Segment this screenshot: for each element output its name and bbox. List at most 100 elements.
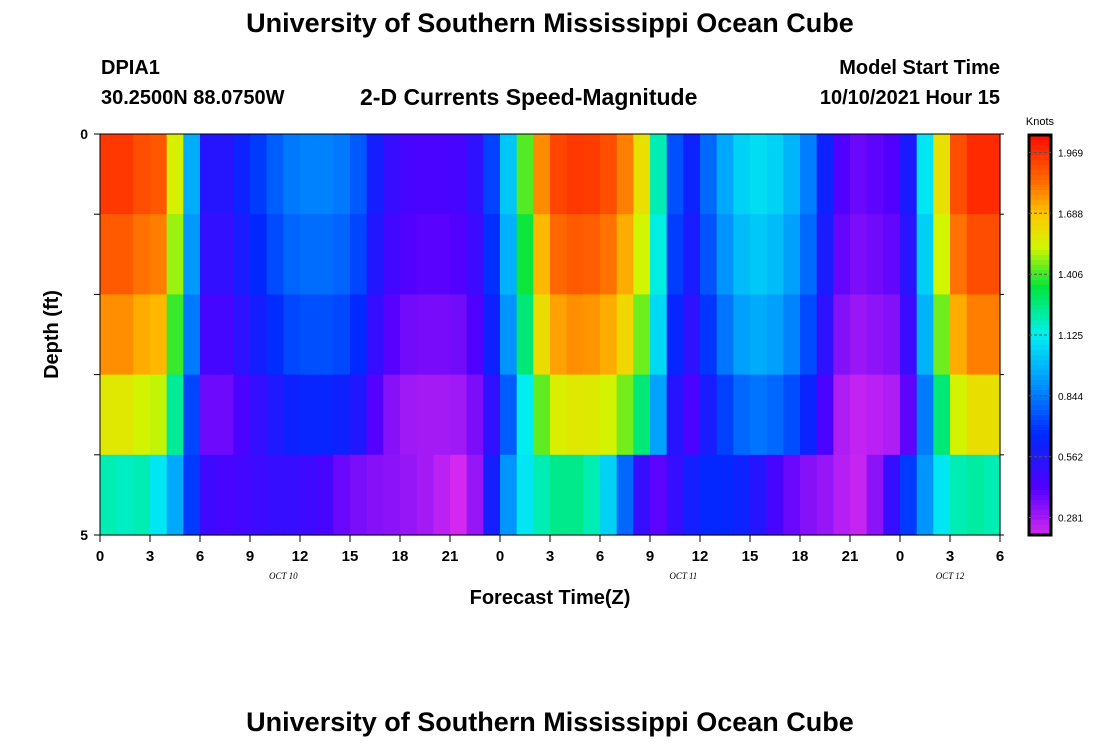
heatmap-cell xyxy=(550,134,568,215)
heatmap-cell xyxy=(883,294,901,376)
heatmap-cell xyxy=(916,294,934,376)
heatmap-cell xyxy=(466,134,484,215)
heatmap-cell xyxy=(150,134,168,215)
heatmap-cell xyxy=(733,214,751,295)
colorbar-segment xyxy=(1029,420,1051,426)
heatmap-cell xyxy=(483,374,501,456)
heatmap-cell xyxy=(416,214,434,295)
colorbar-segment xyxy=(1029,225,1051,231)
colorbar-segment xyxy=(1029,335,1051,341)
heatmap-cell xyxy=(116,134,134,215)
heatmap-cell xyxy=(850,374,868,456)
colorbar-segment xyxy=(1029,350,1051,356)
heatmap-cell xyxy=(916,374,934,456)
heatmap-cell xyxy=(216,214,234,295)
heatmap-cell xyxy=(283,134,301,215)
heatmap-cell xyxy=(483,214,501,295)
heatmap-cell xyxy=(300,374,318,456)
heatmap-cell xyxy=(550,294,568,376)
colorbar-segment xyxy=(1029,380,1051,386)
heatmap-cell xyxy=(716,454,734,536)
heatmap-cell xyxy=(383,214,401,295)
heatmap-cell xyxy=(266,294,284,376)
heatmap-cell xyxy=(250,134,268,215)
colorbar-segment xyxy=(1029,140,1051,146)
heatmap-cell xyxy=(200,374,218,456)
heatmap-cell xyxy=(950,454,968,536)
heatmap-cell xyxy=(500,454,518,536)
heatmap-cell xyxy=(750,374,768,456)
date-label: OCT 11 xyxy=(669,571,697,581)
heatmap-cell xyxy=(450,294,468,376)
colorbar-segment xyxy=(1029,230,1051,236)
heatmap-cell xyxy=(500,214,518,295)
heatmap-cell xyxy=(316,134,334,215)
heatmap-cell xyxy=(750,134,768,215)
heatmap-cell xyxy=(466,294,484,376)
heatmap-cell xyxy=(666,454,684,536)
colorbar-tick-label: 0.844 xyxy=(1058,392,1083,403)
heatmap-cell xyxy=(300,294,318,376)
heatmap-cell xyxy=(866,294,884,376)
heatmap-cell xyxy=(216,374,234,456)
heatmap-cell xyxy=(833,134,851,215)
heatmap-cell xyxy=(950,214,968,295)
heatmap-cell xyxy=(900,214,918,295)
heatmap-cell xyxy=(883,374,901,456)
heatmap-cell xyxy=(583,294,601,376)
colorbar-segment xyxy=(1029,330,1051,336)
colorbar-segment xyxy=(1029,295,1051,301)
heatmap-cell xyxy=(283,294,301,376)
heatmap-cell xyxy=(283,454,301,536)
colorbar-segment xyxy=(1029,355,1051,361)
heatmap-cell xyxy=(400,294,418,376)
heatmap-cell xyxy=(933,214,951,295)
heatmap-cell xyxy=(633,454,651,536)
colorbar-segment xyxy=(1029,315,1051,321)
heatmap-cell xyxy=(500,134,518,215)
colorbar-segment xyxy=(1029,185,1051,191)
heatmap-cell xyxy=(583,374,601,456)
y-axis-title: Depth (ft) xyxy=(41,290,63,379)
colorbar-segment xyxy=(1029,365,1051,371)
x-tick-label: 12 xyxy=(692,548,709,565)
heatmap-cell xyxy=(450,214,468,295)
heatmap-cell xyxy=(300,134,318,215)
heatmap-cell xyxy=(333,294,351,376)
colorbar-segment xyxy=(1029,145,1051,151)
x-tick-label: 15 xyxy=(742,548,759,565)
heatmap-cell xyxy=(366,294,384,376)
heatmap-cell xyxy=(733,454,751,536)
heatmap-cell xyxy=(916,134,934,215)
y-tick-label: 5 xyxy=(80,527,88,543)
heatmap-cell xyxy=(116,214,134,295)
heatmap-cell xyxy=(333,374,351,456)
colorbar-segment xyxy=(1029,385,1051,391)
heatmap-cell xyxy=(516,134,534,215)
heatmap-cell xyxy=(750,294,768,376)
heatmap-cell xyxy=(766,454,784,536)
heatmap-cell xyxy=(516,294,534,376)
x-tick-label: 3 xyxy=(946,548,954,565)
colorbar-segment xyxy=(1029,480,1051,486)
heatmap-cell xyxy=(966,214,984,295)
colorbar-segment xyxy=(1029,405,1051,411)
colorbar-segment xyxy=(1029,370,1051,376)
colorbar-tick-label: 1.688 xyxy=(1058,209,1083,220)
heatmap-cell xyxy=(783,454,801,536)
colorbar-unit-label: Knots xyxy=(1026,116,1055,128)
heatmap-cell xyxy=(550,214,568,295)
heatmap-cell xyxy=(666,214,684,295)
colorbar-segment xyxy=(1029,160,1051,166)
heatmap-cell xyxy=(800,214,818,295)
x-tick-label: 9 xyxy=(646,548,654,565)
colorbar-segment xyxy=(1029,175,1051,181)
heatmap-cell xyxy=(416,294,434,376)
heatmap-cell xyxy=(833,294,851,376)
colorbar-segment xyxy=(1029,170,1051,176)
heatmap-cell xyxy=(283,374,301,456)
heatmap-cell xyxy=(600,134,618,215)
heatmap-cell xyxy=(833,454,851,536)
heatmap-cell xyxy=(466,454,484,536)
heatmap-cell xyxy=(433,374,451,456)
